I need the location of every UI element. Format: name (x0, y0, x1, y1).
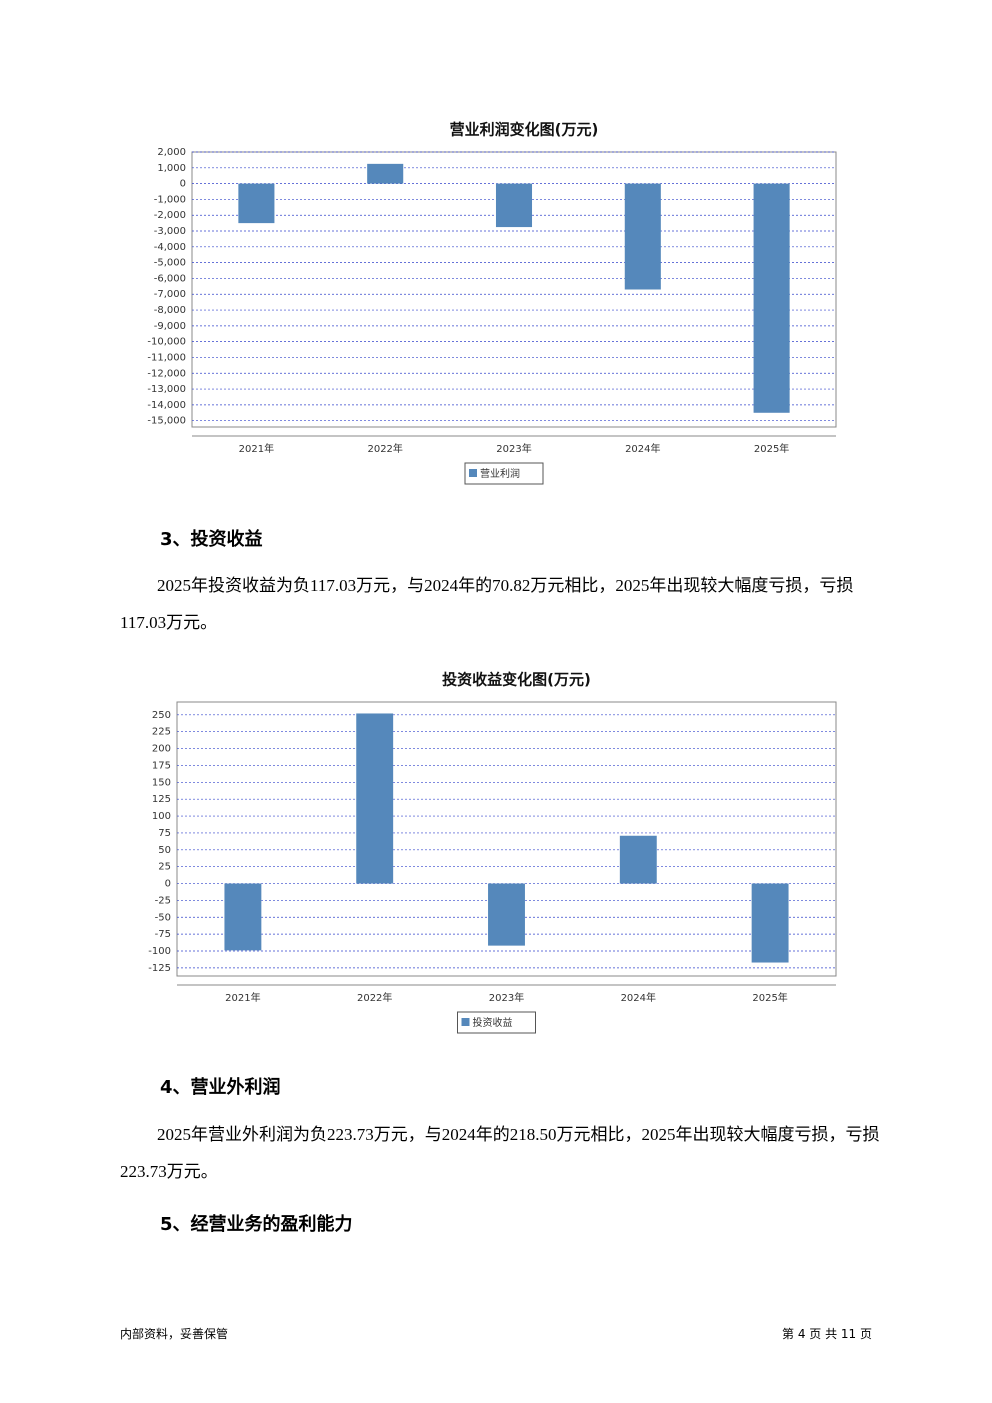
legend-label: 营业利润 (480, 467, 520, 480)
bar (224, 883, 262, 951)
y-tick-label: -9,000 (154, 321, 186, 332)
y-tick-label: -100 (148, 946, 171, 957)
y-tick-label: -4,000 (154, 242, 186, 253)
y-tick-label: -14,000 (147, 400, 186, 411)
chart: 营业利润变化图(万元) 2,000 1,000 0 -1,000 -2,000 -3,000… (147, 121, 837, 485)
legend-swatch (469, 469, 477, 477)
chart-title: 投资收益变化图(万元) (442, 671, 591, 689)
heading: 4、营业外利润 (160, 1077, 281, 1098)
x-tick-label: 2023年 (496, 442, 531, 455)
y-tick-label: -2,000 (154, 210, 186, 221)
y-tick-label: -125 (148, 963, 171, 974)
y-tick-label: 100 (152, 811, 171, 822)
chart-title: 营业利润变化图(万元) (450, 121, 599, 139)
y-tick-label: -75 (155, 929, 171, 940)
x-tick-label: 2023年 (489, 991, 524, 1004)
x-tick-label: 2022年 (357, 991, 392, 1004)
y-tick-label: 150 (152, 777, 171, 788)
y-tick-label: -25 (155, 895, 171, 906)
chart: 投资收益变化图(万元)2502252001751501251007550250-… (148, 671, 837, 1034)
y-tick-label: -15,000 (147, 416, 186, 427)
heading: 5、经营业务的盈利能力 (160, 1214, 353, 1235)
y-tick-label: 75 (158, 828, 171, 839)
bar (495, 183, 533, 228)
footer-right: 第 4 页 共 11 页 (782, 1327, 872, 1341)
y-tick-label: 2,000 (157, 147, 186, 158)
y-tick-label: -11,000 (147, 352, 186, 363)
y-tick-label: -3,000 (154, 226, 186, 237)
bar (619, 835, 657, 884)
y-tick-label: -10,000 (147, 337, 186, 348)
y-tick-label: -50 (155, 912, 171, 923)
x-tick-label: 2025年 (754, 442, 789, 455)
y-tick-label: 225 (152, 727, 171, 738)
y-tick-label: 250 (152, 710, 171, 721)
bar (238, 183, 275, 224)
y-tick-label: 0 (165, 879, 171, 890)
y-tick-label: 0 (180, 179, 186, 190)
x-tick-label: 2022年 (367, 442, 402, 455)
bar (753, 183, 790, 413)
bar (488, 883, 525, 946)
bar (624, 183, 661, 290)
bar (367, 163, 404, 184)
bar (356, 713, 394, 884)
bar (751, 883, 789, 963)
y-tick-label: -1,000 (154, 194, 186, 205)
legend-box (457, 1011, 536, 1034)
x-tick-label: 2021年 (225, 991, 260, 1004)
plot-area (176, 701, 837, 977)
y-tick-label: -6,000 (154, 273, 186, 284)
legend-box (464, 462, 544, 485)
x-tick-label: 2025年 (752, 991, 787, 1004)
y-tick-label: -5,000 (154, 258, 186, 269)
y-tick-label: 25 (158, 862, 171, 873)
y-tick-label: -13,000 (147, 384, 186, 395)
y-tick-label: 200 (152, 744, 171, 755)
y-tick-label: -12,000 (147, 368, 186, 379)
y-tick-label: 1,000 (157, 163, 186, 174)
heading: 3、投资收益 (160, 529, 263, 550)
x-tick-label: 2024年 (621, 991, 656, 1004)
y-tick-label: -8,000 (154, 305, 186, 316)
legend-swatch (461, 1018, 470, 1026)
paragraph: 2025年营业外利润为负223.73万元，与2024年的218.50万元相比，2… (120, 1125, 880, 1181)
y-tick-label: 50 (158, 845, 171, 856)
x-tick-label: 2021年 (239, 442, 274, 455)
paragraph: 2025年投资收益为负117.03万元，与2024年的70.82万元相比，202… (120, 576, 854, 632)
legend-label: 投资收益 (473, 1016, 513, 1029)
y-tick-label: 175 (152, 760, 171, 771)
y-tick-label: 125 (152, 794, 171, 805)
x-tick-label: 2024年 (625, 442, 660, 455)
footer-left: 内部资料，妥善保管 (120, 1327, 229, 1341)
y-tick-label: -7,000 (154, 289, 186, 300)
